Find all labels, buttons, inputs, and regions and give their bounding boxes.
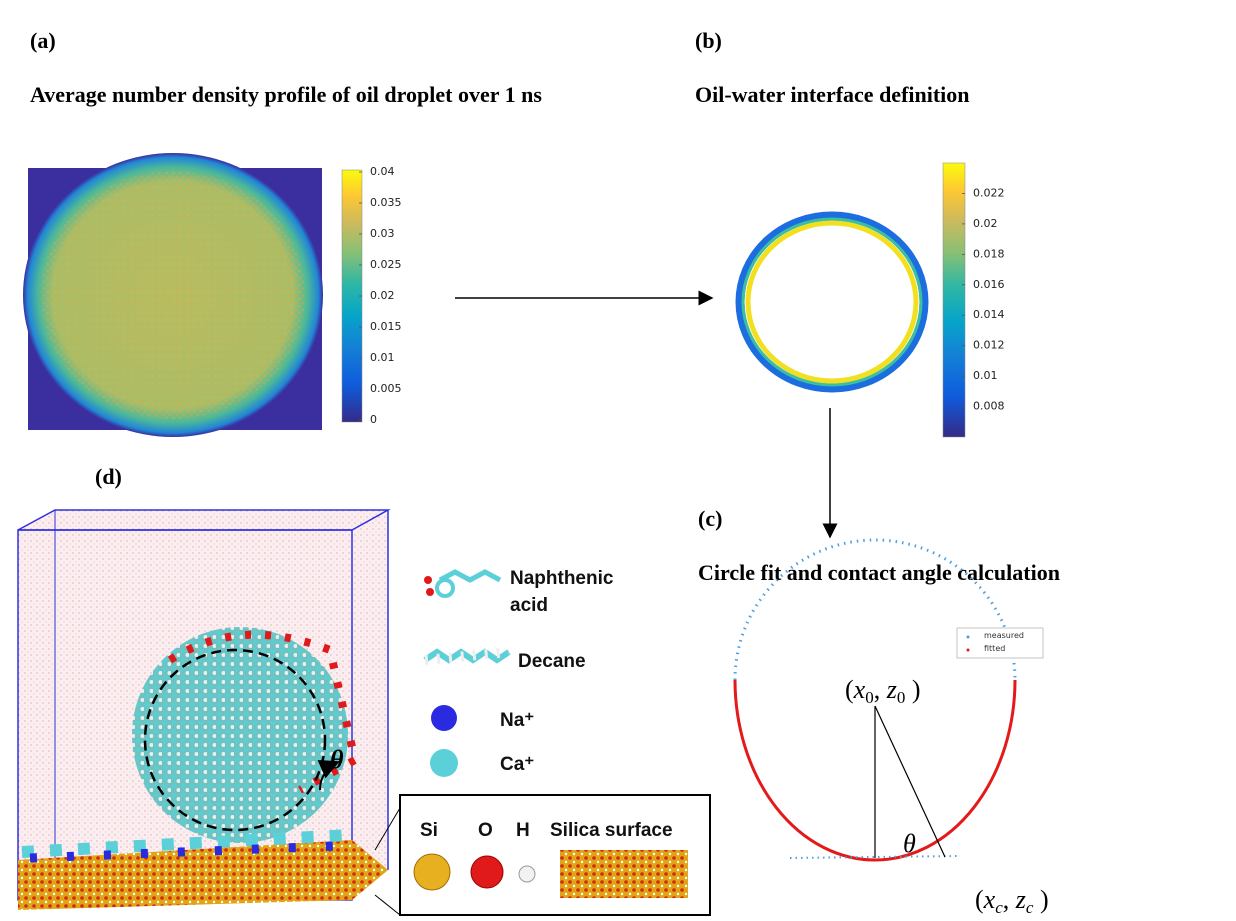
- panel-title: Average number density profile of oil dr…: [30, 82, 542, 107]
- colorbar-tick-label: 0.015: [370, 320, 402, 333]
- panel-title: Oil-water interface definition: [695, 82, 970, 107]
- colorbar: [943, 163, 965, 437]
- si-sphere: [414, 854, 450, 890]
- naphthenic-icon: [424, 572, 500, 596]
- colorbar-tick-label: 0.02: [370, 289, 395, 302]
- panel-label: (a): [30, 28, 56, 53]
- legend-text: H: [516, 820, 530, 841]
- colorbar-tick-label: 0.04: [370, 165, 395, 178]
- colorbar-tick-label: 0.005: [370, 382, 402, 395]
- colorbar-tick-label: 0.025: [370, 258, 402, 271]
- legend-text: O: [478, 820, 493, 841]
- colorbar-tick-label: 0.01: [370, 351, 395, 364]
- math-part: 0: [865, 688, 874, 707]
- figure: (a) Average number density profile of oi…: [0, 0, 1236, 921]
- decane-icon: [425, 652, 509, 660]
- colorbar-tick-label: 0.016: [973, 278, 1005, 291]
- legend-text: Decane: [518, 651, 586, 672]
- math-part: ): [905, 675, 920, 704]
- legend-text: acid: [510, 595, 548, 616]
- oil-droplet: [132, 627, 348, 843]
- legend-symbol: [967, 636, 970, 639]
- math-part: 0: [897, 688, 906, 707]
- colorbar-tick-label: 0.03: [370, 227, 395, 240]
- colorbar-tick-label: 0.008: [973, 400, 1005, 413]
- ca-sphere: [430, 749, 458, 777]
- legend-text: Naphthenic: [510, 568, 614, 589]
- na-sphere: [431, 705, 457, 731]
- legend-text: Ca⁺: [500, 754, 534, 775]
- colorbar-tick-label: 0.035: [370, 196, 402, 209]
- math-part: z: [1015, 885, 1026, 914]
- math-part: z: [886, 675, 897, 704]
- colorbar-tick-label: 0.022: [973, 186, 1005, 199]
- colorbar-tick-label: 0.02: [973, 217, 998, 230]
- legend-text: measured: [984, 631, 1024, 640]
- density-texture: [41, 171, 305, 419]
- math-part: (: [845, 675, 854, 704]
- math-part: ,: [874, 675, 887, 704]
- interface-ring: [740, 216, 924, 388]
- silica-icon: [560, 850, 688, 898]
- legend-symbol: [967, 649, 970, 652]
- panel-label: (b): [695, 28, 722, 53]
- legend-text: fitted: [984, 644, 1005, 653]
- math-part: ): [1033, 885, 1048, 914]
- panel-label: (d): [95, 464, 122, 489]
- interface-ring: [748, 223, 916, 381]
- colorbar-tick-label: 0.012: [973, 339, 1005, 352]
- colorbar-tick-label: 0.014: [973, 308, 1005, 321]
- o-sphere: [471, 856, 503, 888]
- math-part: x: [983, 885, 996, 914]
- interface-ring: [743, 219, 921, 385]
- callout: [375, 895, 400, 915]
- colorbar-tick-label: 0.018: [973, 247, 1005, 260]
- math-part: ,: [1003, 885, 1016, 914]
- legend-text: Silica surface: [550, 820, 673, 841]
- math-part: x: [853, 675, 866, 704]
- math-part: (: [975, 885, 984, 914]
- h-sphere: [519, 866, 535, 882]
- contact-label: (xc, zc ): [975, 885, 1049, 917]
- center-label: (x0, z0 ): [845, 675, 921, 707]
- angle-label: θ: [330, 745, 344, 774]
- angle-label: θ: [903, 829, 916, 858]
- panel-label: (c): [698, 506, 722, 531]
- colorbar-tick-label: 0: [370, 413, 377, 426]
- legend-text: Si: [420, 820, 438, 841]
- colorbar-tick-label: 0.01: [973, 369, 998, 382]
- legend-text: Na⁺: [500, 710, 534, 731]
- panel-title: Circle fit and contact angle calculation: [698, 560, 1060, 585]
